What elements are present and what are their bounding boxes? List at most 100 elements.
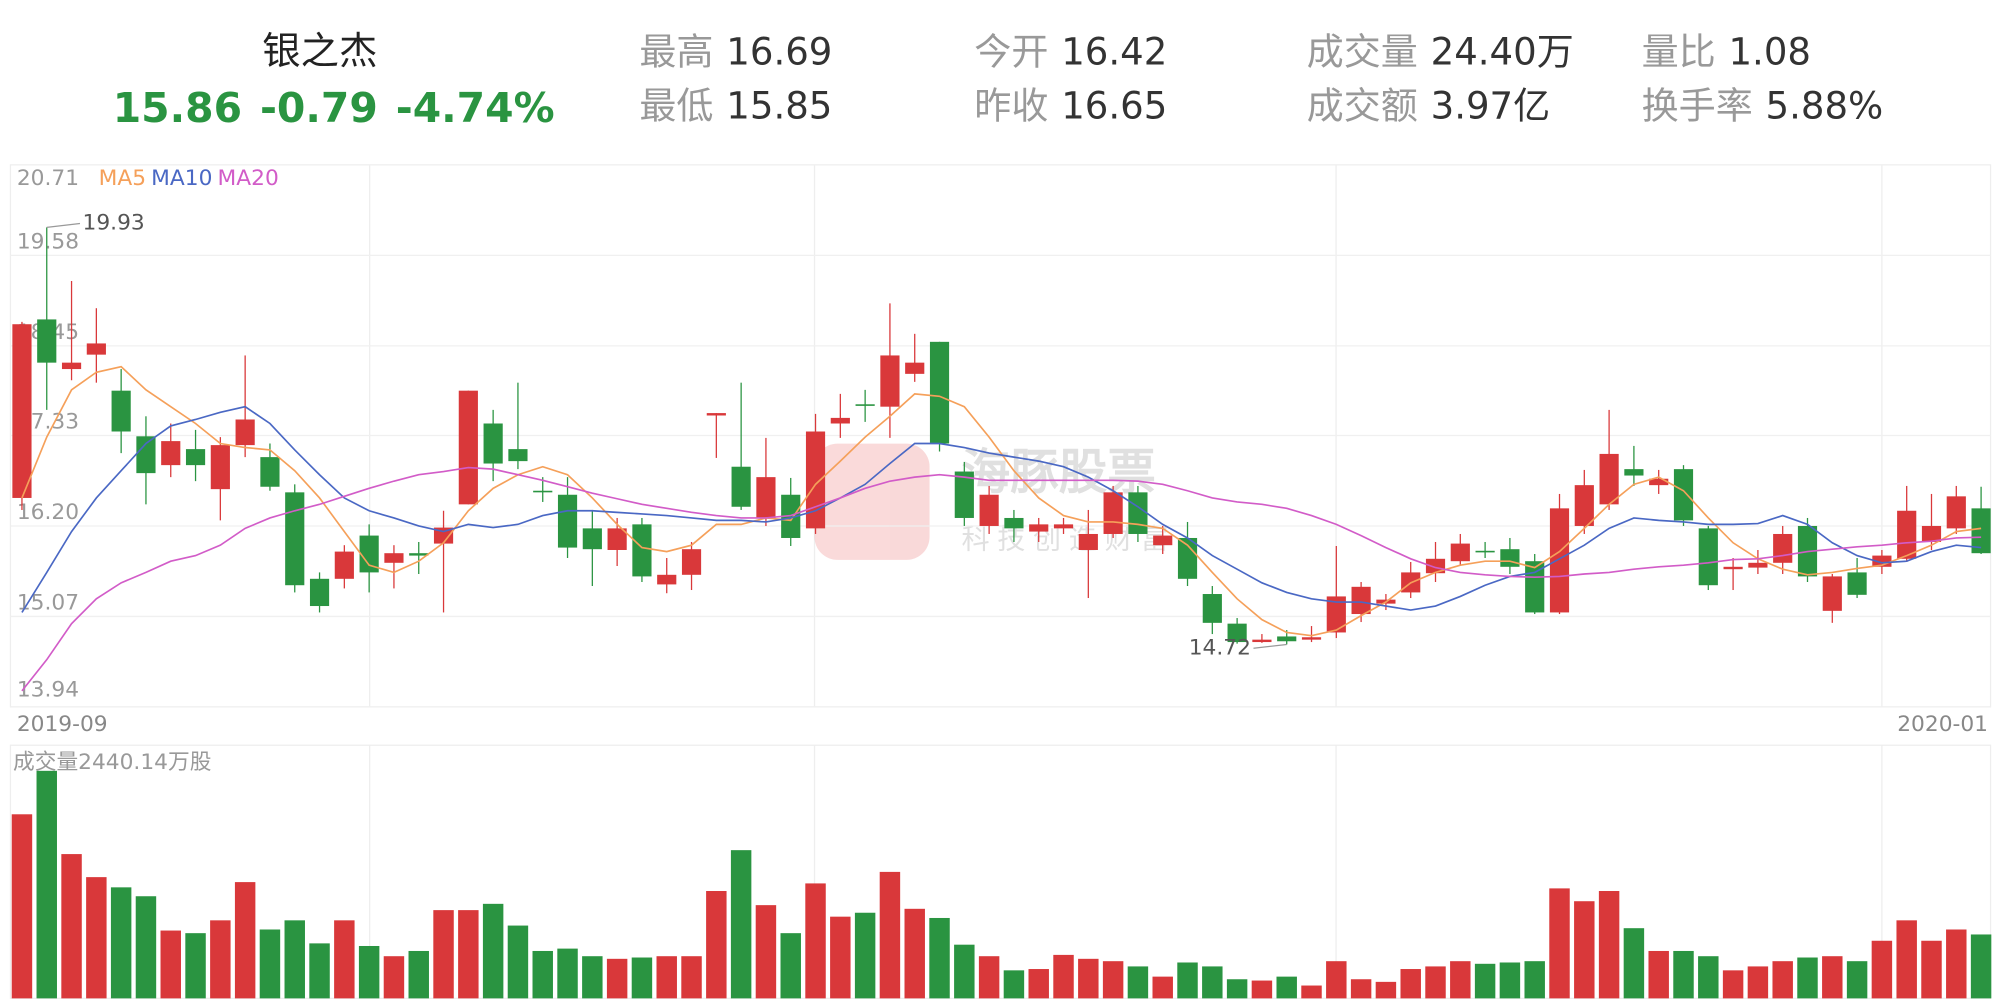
volume-bar — [755, 905, 777, 999]
candle-body — [334, 551, 354, 579]
max-leader — [46, 222, 81, 228]
volume-bar — [284, 920, 305, 999]
candle-body — [1649, 478, 1669, 486]
volume-bar — [1921, 940, 1942, 999]
volume-bar — [1127, 966, 1149, 999]
candle-body — [384, 553, 404, 563]
candle-body — [533, 490, 553, 493]
stat: 换手率 5.88% — [1642, 84, 1884, 127]
volume-bar — [1276, 976, 1297, 999]
volume-bar — [929, 917, 950, 999]
candle-body — [880, 355, 900, 407]
volume-bar — [1202, 966, 1223, 999]
price: 15.86 — [113, 84, 242, 132]
volume-bar — [978, 956, 1000, 999]
volume-bar — [309, 943, 330, 999]
candle-body — [929, 341, 950, 444]
volume-bar — [606, 958, 628, 999]
volume-bar — [358, 945, 380, 999]
candle-body — [1475, 550, 1495, 553]
candle-body — [756, 477, 776, 518]
candle-body — [61, 362, 82, 370]
volume-bar — [185, 933, 206, 999]
candle-body — [607, 528, 627, 550]
candle-body — [1202, 594, 1222, 623]
candle-body — [830, 417, 850, 424]
candle-body — [805, 431, 826, 529]
volume-bar — [86, 877, 107, 999]
candle-body — [111, 390, 131, 432]
candle-body — [1624, 469, 1644, 476]
candle-body — [1574, 485, 1594, 526]
volume-bar — [582, 956, 603, 999]
stat-value: 5.88% — [1766, 84, 1884, 127]
candle-body — [409, 553, 429, 556]
candle-body — [1500, 549, 1520, 567]
max-label: 19.93 — [83, 211, 145, 236]
candle-body — [1921, 525, 1942, 542]
volume-bar — [135, 896, 157, 999]
candle-body — [1748, 562, 1768, 568]
y-tick-label: 19.58 — [17, 230, 79, 255]
candle-body — [1177, 537, 1198, 579]
candle-body — [731, 466, 751, 507]
candle-body — [1847, 572, 1867, 595]
ma-line — [21, 466, 1982, 692]
stat-value: 15.85 — [726, 84, 832, 127]
quote: 15.86 -0.79 -4.74% — [113, 84, 555, 132]
volume-bar — [780, 933, 801, 999]
candle-body — [1351, 586, 1371, 615]
volume-bar — [1226, 979, 1248, 999]
candle-body — [1425, 558, 1446, 574]
volume-bar — [656, 956, 677, 999]
volume-bar — [1871, 940, 1893, 999]
change: -0.79 — [260, 84, 378, 132]
min-label: 14.72 — [1189, 635, 1251, 660]
volume-bar — [805, 883, 826, 999]
candle-body — [1773, 533, 1793, 563]
candle-body — [1549, 508, 1570, 613]
volume-bar — [1102, 961, 1124, 999]
volume-bar — [1499, 962, 1521, 999]
candle-body — [855, 404, 875, 406]
stat-label: 成交额 — [1307, 84, 1418, 127]
volume-bar — [879, 871, 901, 999]
candle-body — [1078, 533, 1098, 550]
candle-body — [260, 457, 280, 487]
volume-bar — [1053, 954, 1074, 999]
ma-line — [21, 365, 1982, 637]
legend-item: MA20 — [218, 166, 279, 191]
volume-bar — [110, 887, 132, 999]
volume-bar — [706, 891, 727, 999]
candle-body — [37, 319, 57, 363]
stat-label: 换手率 — [1642, 84, 1753, 127]
candle-body — [508, 449, 528, 462]
volume-bar — [631, 957, 653, 999]
candle-body — [905, 362, 925, 374]
legend-item: MA5 — [99, 166, 146, 191]
candle-body — [954, 471, 974, 518]
volume-bar — [1400, 969, 1421, 999]
ma-line — [21, 405, 1982, 613]
stat-label: 今开 — [974, 30, 1048, 73]
volume-bar — [1549, 888, 1570, 999]
volume-bar — [1177, 962, 1198, 999]
volume-bar — [1450, 961, 1471, 999]
candle-body — [1723, 566, 1743, 570]
candle-body — [582, 528, 602, 550]
candle-body — [1822, 576, 1842, 611]
volume-bar — [36, 770, 57, 999]
y-tick-label: 16.20 — [17, 500, 79, 525]
stat-label: 昨收 — [974, 84, 1048, 127]
candle-body — [235, 419, 255, 446]
volume-bar — [1574, 901, 1595, 999]
volume-bar — [1375, 981, 1397, 999]
volume-bar — [408, 950, 429, 999]
candle-body — [1326, 596, 1346, 633]
candle-body — [1971, 508, 1991, 554]
volume-bar — [1028, 969, 1049, 999]
volume-bar — [1698, 956, 1719, 999]
candle-body — [185, 449, 206, 466]
volume-bar — [557, 948, 578, 999]
volume-bar — [1772, 961, 1793, 999]
